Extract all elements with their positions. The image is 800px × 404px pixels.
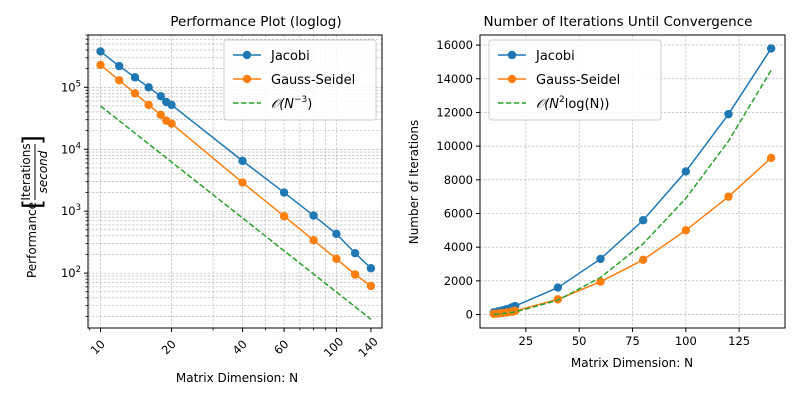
data-point — [766, 153, 776, 163]
x-axis-label: Matrix Dimension: N — [176, 371, 298, 385]
legend-box — [223, 39, 377, 121]
series-group — [489, 44, 776, 319]
data-point — [279, 188, 289, 197]
legend-label: Jacobi — [270, 49, 310, 64]
y-tick-label: 102 — [61, 265, 81, 280]
data-point — [238, 156, 247, 166]
legend-label: 𝒪(N−3) — [271, 95, 312, 112]
x-tick-label: 60 — [271, 337, 291, 357]
data-point — [350, 270, 360, 279]
legend-label: Gauss-Seidel — [536, 73, 620, 88]
data-point — [332, 254, 341, 264]
legend-label: Gauss-Seidel — [271, 73, 355, 88]
y-tick-label: 103 — [61, 203, 81, 218]
y-tick-label: 16000 — [436, 38, 473, 52]
data-point — [279, 212, 289, 221]
data-point — [96, 60, 105, 70]
y-axis-label: Number of Iterations — [407, 120, 421, 245]
x-tick-label: 75 — [625, 334, 640, 348]
data-point — [167, 119, 176, 128]
y-tick-label: 10000 — [436, 139, 473, 153]
y-tick-label: 104 — [61, 141, 81, 156]
y-tick-label: 4000 — [444, 240, 473, 254]
data-point — [596, 254, 605, 264]
chart-title: Performance Plot (loglog) — [170, 14, 341, 30]
chart-title: Number of Iterations Until Convergence — [484, 14, 753, 30]
data-point — [96, 47, 105, 56]
x-tick-label: 140 — [355, 334, 380, 359]
legend: Jacobi Gauss-Seidel 𝒪(N2log(N)) — [488, 39, 662, 121]
data-point — [553, 283, 563, 292]
x-tick-label: 100 — [675, 334, 697, 348]
y-tick-label: 0 — [466, 308, 473, 322]
data-point — [156, 91, 165, 101]
data-point — [309, 236, 318, 245]
legend: Jacobi Gauss-Seidel 𝒪(N−3) — [223, 39, 377, 121]
data-point — [350, 248, 360, 258]
data-point — [130, 73, 140, 82]
data-point — [366, 281, 376, 291]
y-tick-label: 12000 — [436, 105, 473, 119]
y-axis-label-bracket-left: [ — [18, 199, 48, 209]
x-tick-label: 20 — [159, 337, 179, 357]
series-line — [493, 69, 772, 316]
data-point — [167, 100, 176, 110]
data-point — [144, 83, 153, 92]
x-tick-label: 25 — [519, 334, 534, 348]
y-tick-label: 2000 — [444, 274, 473, 288]
legend-box — [488, 39, 662, 121]
series-line — [100, 105, 372, 320]
y-tick-label: 8000 — [444, 173, 473, 187]
y-axis-label-denominator: second — [36, 150, 50, 193]
legend-marker — [242, 50, 252, 60]
y-axis: 0 2000 4000 6000 8000 10000 12000 14000 16000 — [436, 38, 480, 322]
data-point — [638, 216, 648, 225]
data-point — [638, 255, 648, 265]
loglog-performance-plot: Performance Plot (loglog) 10 20 40 60 100 140… — [18, 14, 383, 385]
data-point — [114, 61, 124, 71]
y-tick-label: 14000 — [436, 72, 473, 86]
series-group — [96, 47, 376, 320]
data-point — [238, 178, 247, 187]
data-point — [156, 110, 165, 120]
y-axis-label-numerator: Iterations — [19, 143, 33, 200]
data-point — [332, 229, 341, 239]
y-tick-label: 105 — [61, 79, 81, 94]
x-axis: 25 50 75 100 125 — [519, 328, 750, 348]
x-tick-label: 10 — [88, 337, 108, 357]
legend-marker — [507, 50, 517, 60]
y-axis: 102 103 104 105 — [61, 34, 88, 317]
data-point — [130, 89, 140, 98]
data-point — [681, 167, 691, 176]
iterations-plot: Number of Iterations Until Convergence 2… — [407, 14, 786, 370]
y-axis-label-prefix: Performance — [25, 202, 39, 278]
data-point — [724, 192, 733, 201]
x-tick-label: 40 — [230, 337, 250, 357]
data-point — [681, 226, 691, 235]
data-point — [724, 109, 733, 119]
legend-marker — [507, 74, 517, 84]
data-point — [596, 277, 605, 286]
data-point — [144, 100, 153, 110]
x-tick-label: 125 — [728, 334, 750, 348]
legend-marker — [242, 74, 252, 84]
legend-label: 𝒪(N2log(N)) — [536, 95, 610, 112]
x-axis: 10 20 40 60 100 140 — [88, 328, 381, 360]
data-point — [114, 76, 124, 85]
x-tick-label: 100 — [321, 334, 346, 359]
x-axis-label: Matrix Dimension: N — [571, 356, 693, 370]
data-point — [366, 264, 376, 273]
y-axis-label-bracket-right: ] — [18, 135, 48, 145]
x-tick-label: 50 — [572, 334, 587, 348]
legend-label: Jacobi — [535, 49, 575, 64]
data-point — [309, 211, 318, 220]
y-tick-label: 6000 — [444, 206, 473, 220]
data-point — [766, 44, 776, 53]
y-axis-label: Performance [ Iterations second ] — [18, 135, 50, 278]
